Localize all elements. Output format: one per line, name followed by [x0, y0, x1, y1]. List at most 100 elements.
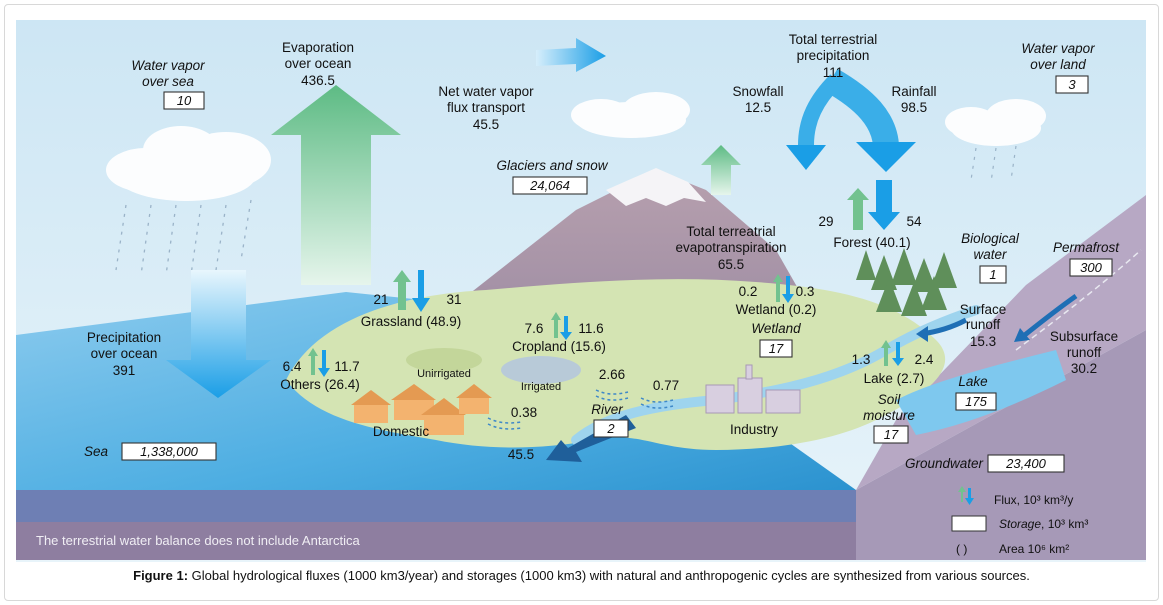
forest-down-arrow	[868, 180, 900, 230]
grassland-up-arrow	[393, 270, 411, 310]
label-domestic: Domestic	[373, 424, 430, 439]
industry-buildings	[705, 364, 801, 414]
svg-text:Water vapor: Water vapor	[131, 58, 205, 73]
rain-over-land	[970, 145, 1017, 183]
label-total-precipitation: Total terrestrial precipitation 111	[789, 32, 878, 80]
label-water-vapor-sea: Water vapor over sea 10	[131, 58, 205, 110]
svg-text:Wetland (0.2): Wetland (0.2)	[736, 302, 817, 317]
svg-text:300: 300	[1080, 260, 1102, 275]
svg-text:Lake (2.7): Lake (2.7)	[864, 371, 925, 386]
svg-text:Biological: Biological	[961, 231, 1020, 246]
svg-text:Others (26.4): Others (26.4)	[280, 377, 360, 392]
small-flow-arrows	[487, 389, 674, 430]
svg-text:Total terreatrial: Total terreatrial	[686, 224, 775, 239]
ground-block	[856, 330, 1146, 560]
svg-text:11.6: 11.6	[578, 321, 603, 336]
label-permafrost: Permafrost 300	[1053, 240, 1120, 277]
label-precipitation-ocean: Precipitation over ocean 391	[87, 330, 161, 378]
svg-text:65.5: 65.5	[718, 257, 744, 272]
svg-text:Rainfall: Rainfall	[891, 84, 936, 99]
wetland-up-arrow	[773, 274, 783, 302]
wetland-down-arrow	[782, 276, 794, 303]
svg-text:Permafrost: Permafrost	[1053, 240, 1120, 255]
svg-text:Forest (40.1): Forest (40.1)	[833, 235, 910, 250]
label-water-vapor-land: Water vapor over land 3	[1021, 41, 1095, 94]
svg-text:436.5: 436.5	[301, 73, 335, 88]
label-rainfall: Rainfall 98.5	[891, 84, 936, 115]
label-evapotranspiration: Total terreatrial evapotranspiration 65.…	[675, 224, 786, 272]
legend-storage-label: Storage, 10³ km³	[999, 517, 1088, 531]
svg-text:12.5: 12.5	[745, 100, 771, 115]
label-glaciers: Glaciers and snow 24,064	[496, 158, 609, 195]
svg-text:Water vapor: Water vapor	[1021, 41, 1095, 56]
subsurface-runoff-arrow	[1019, 293, 1078, 340]
svg-text:Precipitation: Precipitation	[87, 330, 161, 345]
label-river: River 2 45.5	[508, 402, 629, 462]
surface-runoff-arrowhead	[916, 326, 928, 342]
forest-up-arrow	[847, 188, 869, 230]
figure-caption: Figure 1: Global hydrological fluxes (10…	[0, 568, 1163, 583]
label-lake-storage: Lake 175	[955, 374, 997, 411]
svg-text:runoff: runoff	[1067, 345, 1102, 360]
others-up-arrow	[308, 348, 318, 375]
evaporation-arrow	[271, 85, 401, 285]
lake-up-arrow	[881, 340, 891, 366]
label-sea: Sea 1,338,000	[84, 442, 217, 461]
svg-text:54: 54	[906, 214, 922, 229]
svg-text:2: 2	[606, 421, 615, 436]
label-irrigated: Irrigated	[521, 381, 561, 393]
evapotranspiration-arrow	[701, 145, 741, 195]
label-grassland: 21 31 Grassland (48.9)	[361, 292, 462, 329]
svg-text:Grassland (48.9): Grassland (48.9)	[361, 314, 462, 329]
rainfall-arrowhead	[856, 142, 916, 172]
svg-text:7.6: 7.6	[525, 321, 544, 336]
svg-text:1,338,000: 1,338,000	[140, 444, 199, 459]
label-lake-flux: 1.3 2.4 Lake (2.7)	[852, 352, 934, 386]
label-unirrigated: Unirrigated	[417, 368, 471, 380]
legend-storage-icon	[951, 515, 987, 532]
label-net-vapor-flux: Net water vapor flux transport 45.5	[438, 84, 534, 132]
svg-text:flux transport: flux transport	[447, 100, 525, 115]
svg-text:Snowfall: Snowfall	[732, 84, 783, 99]
legend: Flux, 10³ km³/y Storage, 10³ km³ ( ) Are…	[951, 486, 1088, 556]
label-wetland-storage: Wetland 17	[751, 321, 801, 358]
svg-text:23,400: 23,400	[1005, 456, 1047, 471]
caption-text: Global hydrological fluxes (1000 km3/yea…	[188, 568, 1030, 583]
svg-text:45.5: 45.5	[473, 117, 499, 132]
label-industry: Industry	[730, 422, 778, 437]
svg-text:1.3: 1.3	[852, 352, 871, 367]
svg-text:1: 1	[989, 267, 996, 282]
cropland-down-arrow	[560, 316, 572, 340]
hydrological-cycle-diagram: Water vapor over sea 10 Evaporation over…	[16, 20, 1146, 562]
svg-text:Groundwater: Groundwater	[905, 456, 984, 471]
svg-text:Evaporation: Evaporation	[282, 40, 354, 55]
cropland-up-arrow	[551, 312, 561, 338]
svg-text:17: 17	[769, 341, 784, 356]
svg-text:over land: over land	[1030, 57, 1086, 72]
cloud-over-land	[945, 99, 1046, 146]
svg-text:Soil: Soil	[878, 392, 902, 407]
svg-text:over sea: over sea	[142, 74, 194, 89]
svg-text:Total terrestrial: Total terrestrial	[789, 32, 878, 47]
svg-text:29: 29	[818, 214, 833, 229]
legend-flux-label: Flux, 10³ km³/y	[994, 493, 1073, 507]
svg-text:111: 111	[823, 65, 844, 80]
svg-text:6.4: 6.4	[283, 359, 302, 374]
svg-text:30.2: 30.2	[1071, 361, 1097, 376]
rainfall-arrow-stream	[824, 68, 899, 147]
svg-text:15.3: 15.3	[970, 334, 996, 349]
legend-flux-icon	[958, 486, 974, 505]
others-down-arrow	[318, 350, 330, 377]
label-wetland-flux: 0.2 0.3 Wetland (0.2)	[736, 284, 817, 317]
domestic-houses	[351, 384, 492, 435]
forest-trees	[856, 248, 957, 316]
svg-text:3: 3	[1068, 77, 1076, 92]
svg-text:17: 17	[884, 427, 899, 442]
label-cropland: 7.6 11.6 Cropland (15.6)	[512, 321, 606, 354]
label-surface-runoff: Surface runoff 15.3	[960, 302, 1007, 349]
svg-text:24,064: 24,064	[529, 178, 570, 193]
lake-down-arrow	[892, 342, 904, 366]
svg-text:over ocean: over ocean	[91, 346, 158, 361]
precipitation-ocean-arrow	[166, 270, 271, 398]
svg-text:Subsurface: Subsurface	[1050, 329, 1118, 344]
